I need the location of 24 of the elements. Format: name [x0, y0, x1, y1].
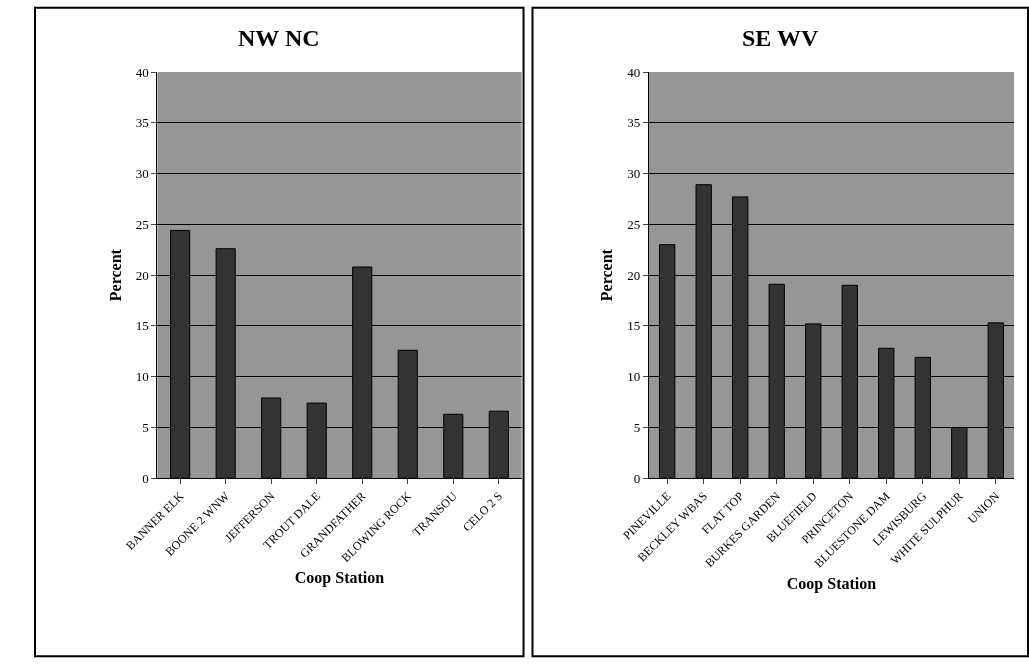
- chart-title: SE WV: [742, 25, 819, 51]
- y-tick-label: 10: [627, 369, 641, 385]
- y-tick-label: 20: [135, 267, 149, 283]
- y-tick-label: 35: [627, 115, 641, 131]
- y-tick-label: 35: [135, 115, 149, 131]
- y-tick-label: 5: [633, 420, 641, 436]
- y-tick-label: 40: [627, 64, 641, 80]
- y-tick-label: 40: [135, 64, 149, 80]
- y-axis-title: Percent: [106, 248, 124, 302]
- y-tick-label: 10: [135, 369, 149, 385]
- x-axis-title: Coop Station: [786, 574, 877, 593]
- y-tick-label: 30: [627, 166, 641, 182]
- y-tick-label: 15: [135, 318, 149, 334]
- chart-title: NW NC: [238, 25, 320, 51]
- y-tick-label: 25: [627, 216, 641, 232]
- y-tick-label: 0: [633, 470, 641, 486]
- y-tick-label: 15: [627, 318, 641, 334]
- y-tick-label: 30: [135, 166, 149, 182]
- y-tick-label: 5: [142, 420, 149, 436]
- y-tick-label: 25: [135, 216, 149, 232]
- y-tick-label: 0: [142, 470, 149, 486]
- y-axis-title: Percent: [598, 248, 616, 302]
- y-tick-label: 20: [627, 267, 641, 283]
- x-axis-title: Coop Station: [294, 569, 385, 588]
